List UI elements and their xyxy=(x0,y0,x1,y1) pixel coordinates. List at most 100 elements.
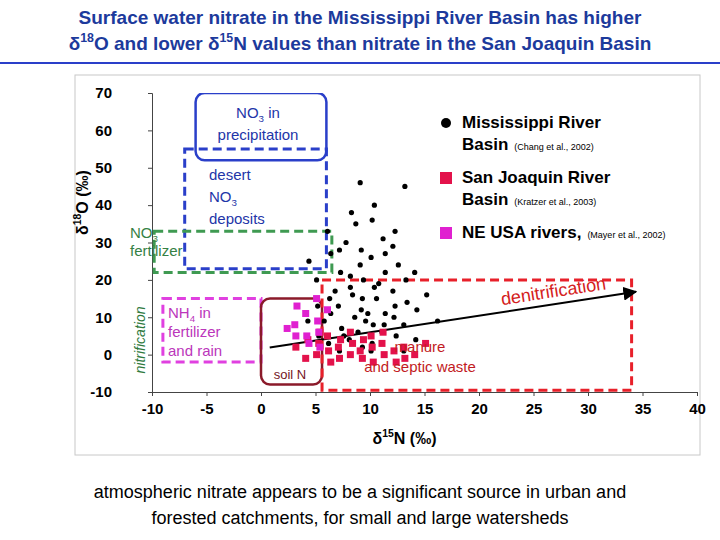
x-tick-mark xyxy=(370,392,371,396)
text-run: fertilizer xyxy=(130,242,183,259)
legend-marker xyxy=(440,227,452,239)
text-run: desert xyxy=(209,166,252,183)
data-point xyxy=(315,329,322,336)
data-point xyxy=(383,251,388,256)
legend-label: NE USA rivers, xyxy=(462,223,581,242)
y-tick-label: 40 xyxy=(95,196,112,213)
x-tick-label: 25 xyxy=(526,400,543,417)
legend-label: San Joaquin RiverBasin xyxy=(462,168,611,209)
data-point xyxy=(402,184,407,189)
x-tick-mark xyxy=(588,392,589,396)
data-point xyxy=(305,340,312,347)
data-point xyxy=(368,255,373,260)
data-point xyxy=(380,329,387,336)
x-axis: -10-50510152025303540 xyxy=(142,392,706,417)
data-point xyxy=(352,315,357,320)
text-run: NH xyxy=(168,304,190,321)
y-tick-label: 70 xyxy=(95,84,112,101)
text-run: deposits xyxy=(209,210,265,227)
x-axis-line xyxy=(153,393,698,397)
data-point xyxy=(306,259,311,264)
x-tick: 30 xyxy=(580,392,597,417)
text-run: NO xyxy=(236,104,259,121)
data-point xyxy=(404,300,409,305)
x-tick: 40 xyxy=(689,392,706,417)
x-tick: 5 xyxy=(312,392,320,417)
region-label: NH4 in xyxy=(168,304,211,324)
data-point xyxy=(339,326,344,331)
text-run: δ xyxy=(208,33,220,54)
y-tick: 40 xyxy=(95,196,152,213)
caption: forested catchments, for small and large… xyxy=(151,508,568,528)
x-tick-label: -5 xyxy=(200,400,213,417)
x-tick-label: 5 xyxy=(312,400,320,417)
data-point xyxy=(424,292,429,297)
data-point xyxy=(343,240,348,245)
text-run: N (‰) xyxy=(394,430,437,447)
x-tick: 0 xyxy=(257,392,265,417)
data-point xyxy=(349,340,356,347)
x-tick-label: 10 xyxy=(362,400,379,417)
text-run: 15 xyxy=(220,31,234,45)
text-run: 18 xyxy=(72,213,83,225)
text-run: and septic waste xyxy=(364,358,476,375)
y-tick-mark xyxy=(148,168,152,169)
x-tick-label: 15 xyxy=(417,400,434,417)
x-tick-label: 40 xyxy=(689,400,706,417)
data-point xyxy=(391,315,396,320)
data-point xyxy=(338,270,343,275)
data-point xyxy=(333,288,338,293)
data-point xyxy=(383,311,388,316)
data-point xyxy=(322,318,327,323)
data-point xyxy=(303,332,310,339)
text-run: δ xyxy=(74,225,91,235)
text-run: Surface water nitrate in the Mississippi… xyxy=(79,7,642,28)
data-point xyxy=(380,236,385,241)
data-point xyxy=(292,332,299,339)
data-point xyxy=(390,244,395,249)
x-tick: -5 xyxy=(200,392,213,417)
legend-marker xyxy=(440,172,452,184)
y-tick: 70 xyxy=(95,84,152,101)
text-run: manure xyxy=(395,338,446,355)
process-label: nitrification xyxy=(132,306,148,373)
y-tick-mark xyxy=(148,205,152,206)
x-tick-label: 0 xyxy=(257,400,265,417)
x-tick-label: 20 xyxy=(471,400,488,417)
text-run: fertilizer xyxy=(168,323,221,340)
text-run: O and lower xyxy=(94,33,208,54)
x-tick: 15 xyxy=(417,392,434,417)
x-tick: 35 xyxy=(635,392,652,417)
text-run: soil N xyxy=(274,367,307,382)
y-tick-label: 60 xyxy=(95,122,112,139)
y-tick-label: 0 xyxy=(104,346,112,363)
data-point xyxy=(348,274,353,279)
data-point xyxy=(326,341,331,346)
region-label: desert xyxy=(209,166,252,183)
x-tick-mark xyxy=(316,392,317,396)
data-point xyxy=(355,330,360,335)
data-point xyxy=(359,307,364,312)
region-label: soil N xyxy=(274,367,307,382)
text-run: NO xyxy=(130,224,153,241)
y-tick-label: 50 xyxy=(95,159,112,176)
data-point xyxy=(314,277,319,282)
region-label: and septic waste xyxy=(364,358,476,375)
data-point xyxy=(291,321,298,328)
data-point xyxy=(392,303,397,308)
x-tick: 10 xyxy=(362,392,379,417)
text-run: O (‰) xyxy=(74,170,91,214)
text-run: Basin xyxy=(462,135,508,154)
data-point xyxy=(335,344,342,351)
text-run: and rain xyxy=(168,342,222,359)
x-tick-label: 30 xyxy=(580,400,597,417)
legend-citation: (Kratzer et al., 2003) xyxy=(514,197,596,207)
x-tick-mark xyxy=(643,392,644,396)
legend-background xyxy=(432,96,695,249)
region-label: precipitation xyxy=(218,126,299,143)
data-point xyxy=(401,322,406,327)
x-tick-mark xyxy=(207,392,208,396)
region-label: NO3 in xyxy=(236,104,280,124)
data-point xyxy=(360,296,365,301)
chart-svg: Surface water nitrate in the Mississippi… xyxy=(0,0,720,540)
